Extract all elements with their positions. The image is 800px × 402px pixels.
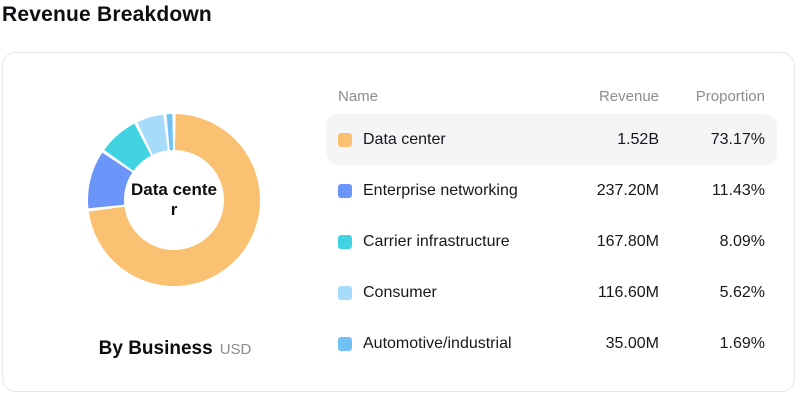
series-revenue: 35.00M [605,334,659,352]
donut-slice-data-center[interactable] [88,114,260,287]
series-proportion: 1.69% [719,334,765,352]
column-header-revenue: Revenue [598,87,659,105]
donut-slice-carrier-infrastructure[interactable] [104,123,151,171]
series-revenue: 237.20M [596,181,659,199]
table-body: Data center 1.52B 73.17% Enterprise netw… [326,114,777,369]
series-color-swatch [338,183,352,198]
column-header-proportion: Proportion [695,87,765,105]
table-header-row: Name Revenue Proportion [326,85,777,107]
table-row-automotive-industrial[interactable]: Automotive/industrial 35.00M 1.69% [326,318,777,369]
series-name: Data center [363,130,446,148]
chart-footer-unit: USD [219,341,252,358]
series-color-swatch [338,132,352,147]
series-revenue: 116.60M [597,283,659,301]
chart-footer-label: By Business [98,338,213,359]
series-name: Consumer [363,283,437,301]
series-color-swatch [338,234,352,249]
donut-slice-consumer[interactable] [137,114,168,155]
revenue-breakdown-card: Data cente r By Business USD Name Revenue… [2,52,795,392]
page-title: Revenue Breakdown [2,3,212,26]
donut-chart [84,110,264,290]
series-color-swatch [338,336,352,351]
donut-slice-enterprise-networking[interactable] [87,152,133,209]
series-proportion: 5.62% [719,283,765,301]
table-row-carrier-infrastructure[interactable]: Carrier infrastructure 167.80M 8.09% [326,216,777,267]
series-revenue: 1.52B [617,130,659,148]
series-color-swatch [338,285,352,300]
donut-center-label: Data cente r [104,180,244,220]
series-revenue: 167.80M [596,232,659,250]
donut-center-label-line2: r [170,200,178,219]
table-row-enterprise-networking[interactable]: Enterprise networking 237.20M 11.43% [326,165,777,216]
donut-chart-svg [87,114,260,287]
series-name: Automotive/industrial [363,334,512,352]
series-proportion: 11.43% [711,181,765,199]
series-name: Enterprise networking [363,181,518,199]
table-row-data-center[interactable]: Data center 1.52B 73.17% [326,114,777,165]
column-header-name: Name [338,87,379,105]
series-proportion: 73.17% [710,130,765,148]
table-row-consumer[interactable]: Consumer 116.60M 5.62% [326,267,777,318]
donut-center-label-line1: Data cente [131,180,217,199]
series-proportion: 8.09% [719,232,765,250]
chart-footer: By Business USD [3,338,347,360]
series-name: Carrier infrastructure [363,232,510,250]
donut-slice-automotive-industrial[interactable] [166,114,174,151]
